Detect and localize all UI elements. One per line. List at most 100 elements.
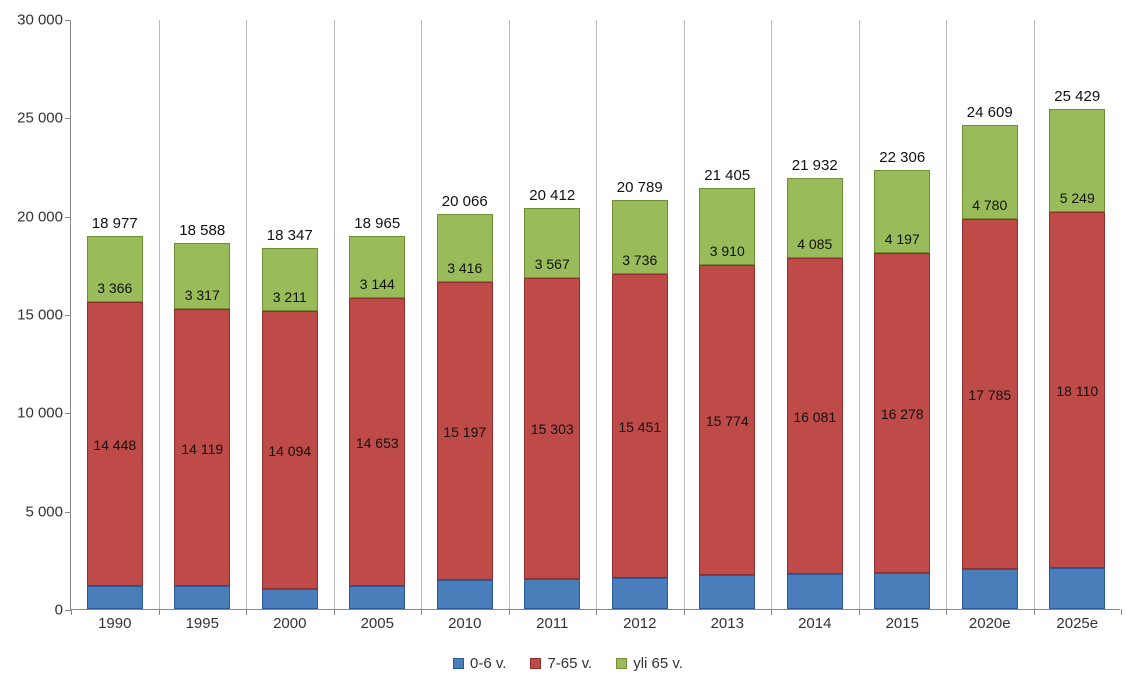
bar-segment-0-6-v.: [524, 579, 580, 609]
bar-segment-label: 3 910: [699, 243, 755, 259]
bar-total-label: 20 412: [524, 187, 580, 204]
gridline-vertical: [334, 20, 335, 609]
bar-segment-0-6-v.: [962, 569, 1018, 609]
x-tick-label: 2013: [711, 615, 744, 632]
bar-segment-0-6-v.: [874, 573, 930, 609]
bar-segment-0-6-v.: [349, 586, 405, 609]
x-tick-mark: [334, 609, 335, 615]
x-tick-mark: [684, 609, 685, 615]
legend-label: yli 65 v.: [633, 655, 683, 672]
x-tick-label: 2025e: [1056, 615, 1098, 632]
bar-segment-label: 3 144: [349, 276, 405, 292]
legend-swatch: [530, 658, 541, 669]
bar-total-label: 25 429: [1049, 88, 1105, 105]
bar-segment-0-6-v.: [262, 589, 318, 609]
bar-segment-0-6-v.: [1049, 568, 1105, 609]
bar-segment-label: 16 081: [787, 409, 843, 425]
legend-item: 7-65 v.: [530, 655, 592, 672]
bar-segment-label: 14 653: [349, 435, 405, 451]
bar-segment-label: 15 197: [437, 424, 493, 440]
y-tick-mark: [65, 413, 71, 414]
bar-segment-0-6-v.: [699, 575, 755, 609]
x-tick-mark: [1121, 609, 1122, 615]
bar-segment-0-6-v.: [174, 586, 230, 609]
y-tick-label: 5 000: [25, 503, 63, 520]
bar-segment-label: 3 317: [174, 287, 230, 303]
x-tick-mark: [159, 609, 160, 615]
y-tick-label: 15 000: [17, 307, 63, 324]
x-tick-label: 2010: [448, 615, 481, 632]
y-tick-mark: [65, 512, 71, 513]
x-tick-mark: [1034, 609, 1035, 615]
bar-total-label: 21 405: [699, 167, 755, 184]
legend-swatch: [453, 658, 464, 669]
bar-segment-label: 14 448: [87, 437, 143, 453]
bar-segment-label: 15 303: [524, 421, 580, 437]
bar-segment-label: 15 774: [699, 413, 755, 429]
bar-total-label: 21 932: [787, 157, 843, 174]
bar-total-label: 18 347: [262, 227, 318, 244]
x-tick-mark: [421, 609, 422, 615]
y-tick-label: 0: [55, 602, 63, 619]
bar-total-label: 18 965: [349, 215, 405, 232]
y-tick-label: 10 000: [17, 405, 63, 422]
y-tick-label: 30 000: [17, 12, 63, 29]
bar-segment-label: 3 416: [437, 260, 493, 276]
y-tick-mark: [65, 315, 71, 316]
bar-total-label: 20 789: [612, 179, 668, 196]
legend-item: yli 65 v.: [616, 655, 683, 672]
x-tick-mark: [71, 609, 72, 615]
chart-container: 1 16314 4483 36618 9771 15214 1193 31718…: [0, 0, 1136, 680]
y-tick-label: 25 000: [17, 110, 63, 127]
x-tick-label: 2015: [886, 615, 919, 632]
bar-segment-label: 18 110: [1049, 383, 1105, 399]
bar-segment-0-6-v.: [612, 578, 668, 610]
bar-segment-0-6-v.: [437, 580, 493, 609]
x-tick-mark: [771, 609, 772, 615]
bar-segment-label: 4 197: [874, 231, 930, 247]
legend: 0-6 v. 7-65 v. yli 65 v.: [0, 655, 1136, 672]
bar-segment-label: 3 366: [87, 280, 143, 296]
bar-segment-label: 3 567: [524, 256, 580, 272]
legend-item: 0-6 v.: [453, 655, 506, 672]
gridline-vertical: [684, 20, 685, 609]
bar-total-label: 20 066: [437, 193, 493, 210]
legend-swatch: [616, 658, 627, 669]
plot-area: 1 16314 4483 36618 9771 15214 1193 31718…: [70, 20, 1120, 610]
bar-segment-label: 16 278: [874, 406, 930, 422]
x-tick-mark: [509, 609, 510, 615]
bar-segment-label: 14 119: [174, 441, 230, 457]
gridline-vertical: [159, 20, 160, 609]
x-tick-label: 2014: [798, 615, 831, 632]
bar-segment-label: 3 211: [262, 289, 318, 305]
x-tick-label: 2005: [361, 615, 394, 632]
gridline-vertical: [596, 20, 597, 609]
gridline-vertical: [1034, 20, 1035, 609]
bar-total-label: 18 588: [174, 222, 230, 239]
x-tick-mark: [246, 609, 247, 615]
x-tick-label: 2020e: [969, 615, 1011, 632]
x-tick-mark: [596, 609, 597, 615]
gridline-vertical: [246, 20, 247, 609]
y-tick-mark: [65, 217, 71, 218]
bar-total-label: 24 609: [962, 104, 1018, 121]
gridline-vertical: [946, 20, 947, 609]
y-tick-mark: [65, 118, 71, 119]
bar-total-label: 22 306: [874, 149, 930, 166]
bar-segment-label: 5 249: [1049, 190, 1105, 206]
bar-segment-label: 15 451: [612, 419, 668, 435]
x-tick-label: 2000: [273, 615, 306, 632]
x-tick-label: 1990: [98, 615, 131, 632]
bar-segment-label: 14 094: [262, 443, 318, 459]
y-tick-mark: [65, 20, 71, 21]
x-tick-label: 1995: [186, 615, 219, 632]
x-tick-label: 2011: [536, 615, 568, 632]
x-tick-mark: [859, 609, 860, 615]
y-tick-label: 20 000: [17, 208, 63, 225]
legend-label: 7-65 v.: [547, 655, 592, 672]
bar-segment-label: 4 780: [962, 197, 1018, 213]
bar-total-label: 18 977: [87, 215, 143, 232]
x-tick-mark: [946, 609, 947, 615]
gridline-vertical: [859, 20, 860, 609]
gridline-vertical: [509, 20, 510, 609]
